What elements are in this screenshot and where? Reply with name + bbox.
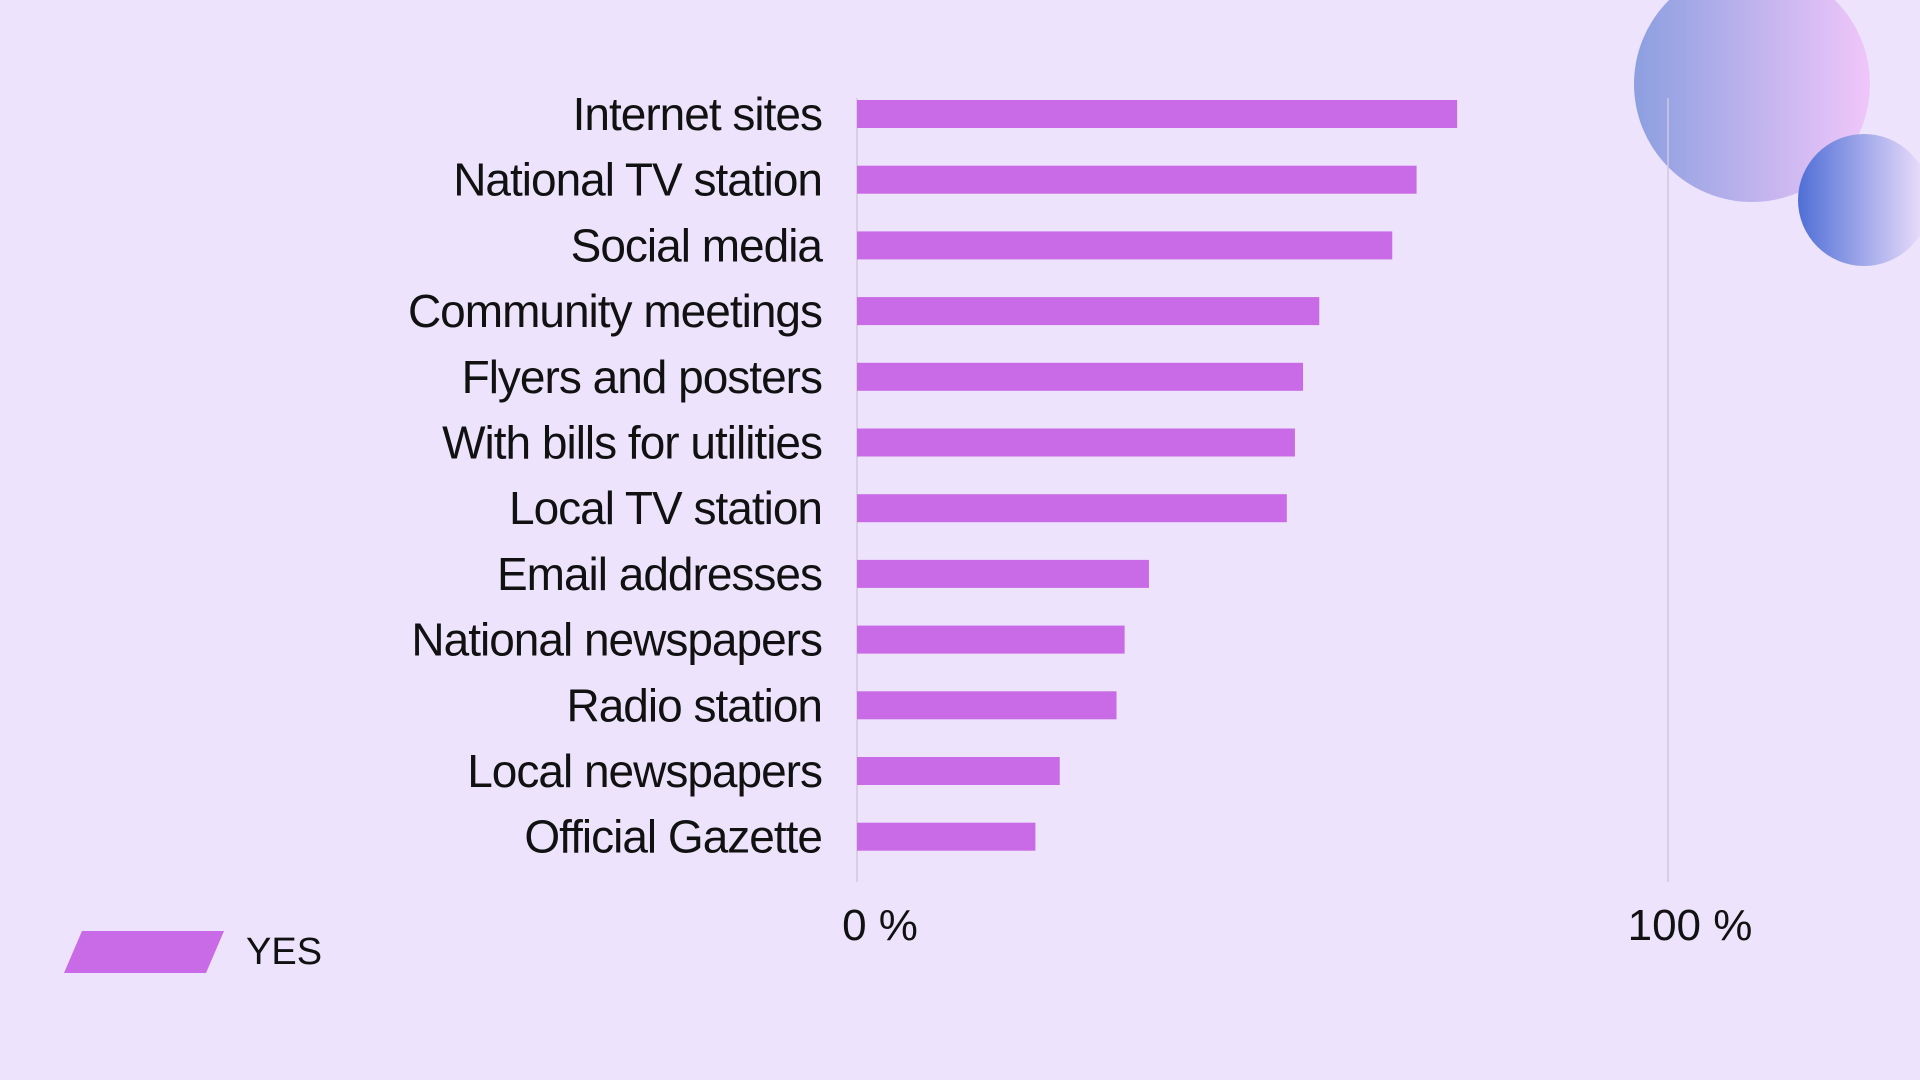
category-label: Local TV station: [509, 482, 822, 534]
bar-national-newspapers: [857, 625, 1125, 654]
legend: YES: [64, 931, 322, 973]
bar-local-newspapers: [857, 757, 1060, 785]
bar-local-tv-station: [857, 494, 1287, 523]
category-label: Flyers and posters: [462, 351, 822, 403]
bars-group: [857, 100, 1458, 851]
x-tick-label-max: 100 %: [1628, 901, 1753, 950]
x-tick-label-min: 0 %: [842, 901, 918, 950]
bar-community-meetings: [857, 297, 1320, 326]
category-label: Official Gazette: [524, 811, 822, 863]
bar-with-bills-for-utilities: [857, 428, 1295, 457]
bar-social-media: [857, 231, 1393, 260]
bar-flyers-and-posters: [857, 362, 1304, 391]
category-labels: Internet sites National TV station Social …: [408, 88, 824, 863]
category-label: National TV station: [453, 154, 822, 206]
decorative-large-circle: [1634, 0, 1870, 202]
bar-radio-station: [857, 691, 1117, 720]
legend-label-yes: YES: [246, 931, 322, 973]
category-label: With bills for utilities: [442, 417, 822, 469]
bar-internet-sites: [857, 100, 1458, 128]
category-label: National newspapers: [411, 614, 822, 666]
category-label: Email addresses: [497, 548, 822, 600]
category-label: Local newspapers: [467, 745, 822, 797]
bar-official-gazette: [857, 822, 1036, 851]
decorative-small-circle: [1798, 134, 1920, 266]
category-label: Community meetings: [408, 285, 822, 337]
category-label: Radio station: [567, 679, 823, 731]
category-label: Social media: [571, 219, 824, 271]
bar-national-tv-station: [857, 165, 1417, 194]
bar-email-addresses: [857, 559, 1149, 588]
legend-swatch-yes: [64, 931, 224, 973]
category-label: Internet sites: [573, 88, 822, 140]
